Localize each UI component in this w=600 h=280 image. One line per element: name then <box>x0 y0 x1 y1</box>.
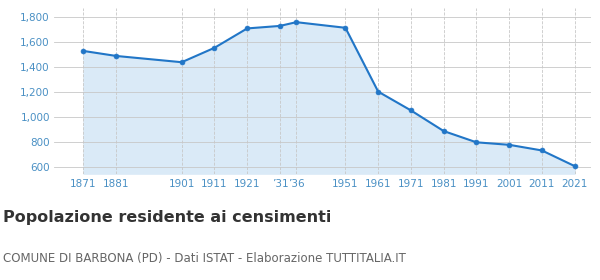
Text: Popolazione residente ai censimenti: Popolazione residente ai censimenti <box>3 210 331 225</box>
Text: COMUNE DI BARBONA (PD) - Dati ISTAT - Elaborazione TUTTITALIA.IT: COMUNE DI BARBONA (PD) - Dati ISTAT - El… <box>3 252 406 265</box>
